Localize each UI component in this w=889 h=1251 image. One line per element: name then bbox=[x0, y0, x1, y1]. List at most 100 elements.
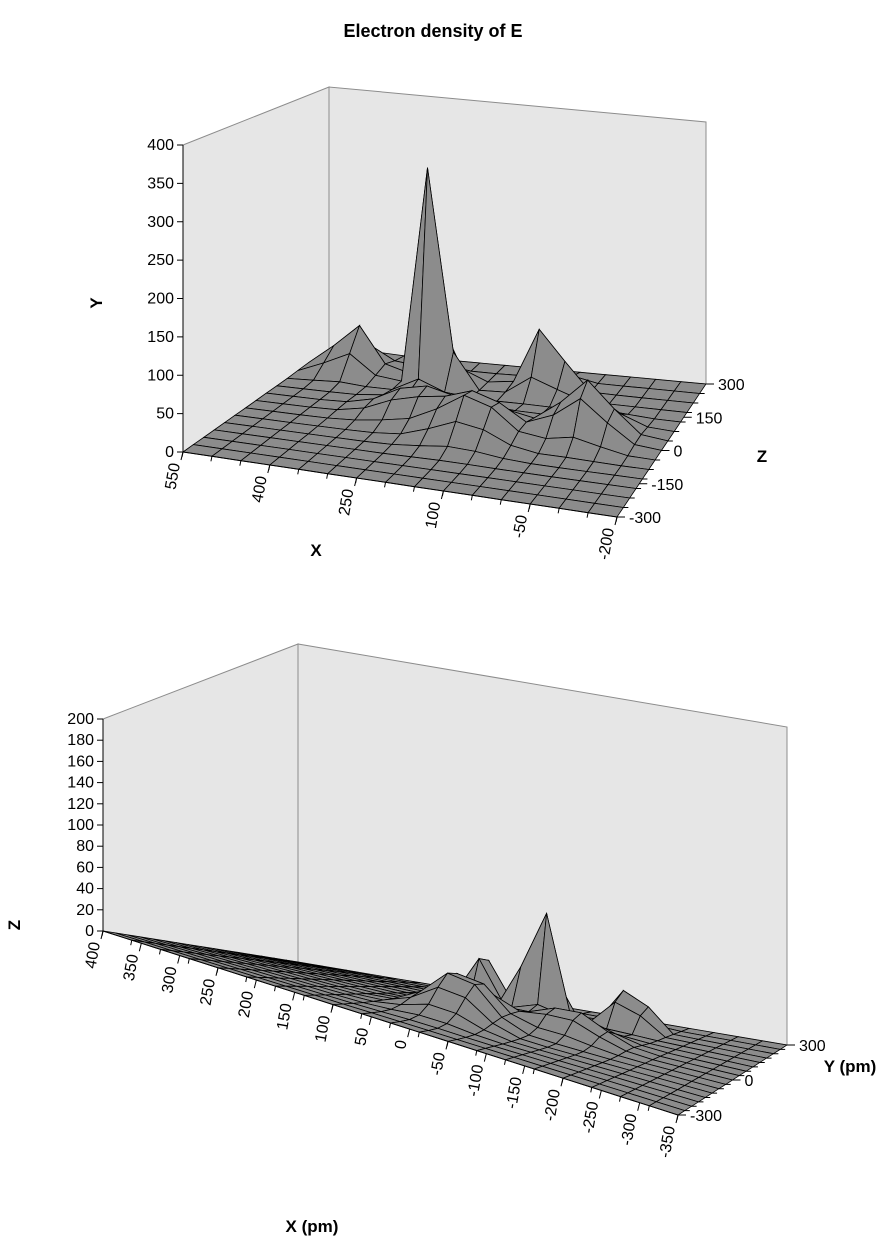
front-minor-tick bbox=[268, 464, 271, 471]
front-minor-tick bbox=[274, 986, 276, 992]
y-tick-label: 100 bbox=[67, 817, 94, 834]
y-tick-label: 180 bbox=[67, 732, 94, 749]
depth-axis-title: Z bbox=[757, 447, 767, 466]
front-tick-label: 250 bbox=[336, 488, 357, 517]
y-tick-label: 200 bbox=[67, 711, 94, 728]
front-tick-label: 50 bbox=[352, 1027, 372, 1048]
chart-top: 0 50 100 150 200 250 300 350 400 Y 550 400 250 100 -50… bbox=[87, 86, 767, 562]
y-tick-label: 140 bbox=[67, 775, 94, 792]
front-tick bbox=[177, 955, 181, 964]
front-tick-label: -50 bbox=[510, 514, 531, 540]
front-minor-tick bbox=[297, 469, 300, 475]
depth-tick-label: 300 bbox=[799, 1038, 826, 1055]
depth-tick-label: 0 bbox=[674, 444, 683, 461]
depth-tick-label: -150 bbox=[651, 477, 683, 494]
chart-bottom: 0 20 40 60 80 100 120 140 160 180 200 Z 400 350 300 250… bbox=[5, 643, 877, 1236]
front-minor-tick bbox=[331, 1004, 334, 1010]
front-minor-tick bbox=[499, 499, 502, 505]
front-tick-label: 100 bbox=[313, 1014, 334, 1043]
front-minor-tick bbox=[528, 503, 531, 510]
depth-tick-label: 150 bbox=[696, 410, 723, 427]
front-tick-label: -50 bbox=[428, 1051, 449, 1077]
front-tick bbox=[138, 943, 142, 952]
front-minor-tick bbox=[326, 473, 329, 479]
chart-title: Electron density of E bbox=[343, 21, 522, 41]
front-tick-label: 100 bbox=[423, 501, 444, 530]
front-minor-tick bbox=[210, 456, 213, 462]
y-tick-label: 0 bbox=[165, 444, 174, 461]
front-tick-label: 200 bbox=[236, 990, 257, 1019]
vertical-axis-title: Y bbox=[87, 297, 106, 309]
y-tick-label: 350 bbox=[147, 175, 174, 192]
y-tick-label: 300 bbox=[147, 214, 174, 231]
front-minor-tick bbox=[676, 1114, 679, 1121]
front-minor-tick bbox=[561, 1078, 564, 1084]
front-tick-label: 150 bbox=[274, 1002, 295, 1031]
y-tick-label: 150 bbox=[147, 329, 174, 346]
depth-tick-label: 0 bbox=[745, 1073, 754, 1090]
front-axis-title: X bbox=[310, 541, 322, 560]
front-axis-title: X (pm) bbox=[286, 1217, 339, 1236]
front-tick-label: -150 bbox=[503, 1076, 525, 1111]
y-tick-label: 40 bbox=[76, 881, 94, 898]
y-tick-label: 250 bbox=[147, 252, 174, 269]
front-tick bbox=[368, 1016, 372, 1025]
y-tick-label: 100 bbox=[147, 367, 174, 384]
front-tick-label: 0 bbox=[392, 1039, 410, 1051]
front-tick bbox=[598, 1090, 602, 1099]
front-tick bbox=[253, 979, 257, 989]
front-minor-tick bbox=[504, 1059, 506, 1065]
front-minor-tick bbox=[615, 516, 618, 523]
front-minor-tick bbox=[187, 958, 190, 964]
y-tick-label: 200 bbox=[147, 291, 174, 308]
front-minor-tick bbox=[441, 490, 444, 497]
depth-axis-title: Y (pm) bbox=[824, 1057, 877, 1076]
front-minor-tick bbox=[446, 1041, 449, 1047]
depth-tick-label: 300 bbox=[718, 377, 745, 394]
front-tick-label: 400 bbox=[249, 475, 270, 504]
y-tick-label: 80 bbox=[76, 838, 94, 855]
front-tick-label: -200 bbox=[596, 527, 618, 562]
front-tick-label: 400 bbox=[83, 941, 104, 970]
front-minor-tick bbox=[101, 930, 104, 937]
depth-tick-label: -300 bbox=[690, 1108, 722, 1125]
front-minor-tick bbox=[532, 1068, 535, 1075]
front-minor-tick bbox=[130, 940, 133, 946]
left-wall bbox=[102, 643, 299, 963]
front-minor-tick bbox=[245, 976, 248, 983]
front-minor-tick bbox=[586, 512, 589, 518]
front-minor-tick bbox=[475, 1050, 478, 1056]
front-tick-label: 350 bbox=[121, 953, 142, 982]
front-minor-tick bbox=[389, 1022, 391, 1029]
front-tick-label: 250 bbox=[198, 977, 219, 1006]
y-tick-label: 50 bbox=[156, 406, 174, 423]
front-tick-label: 300 bbox=[159, 965, 180, 994]
surface-mesh bbox=[181, 167, 707, 518]
y-tick-label: 400 bbox=[147, 137, 174, 154]
front-tick-label: 550 bbox=[163, 462, 184, 491]
front-minor-tick bbox=[181, 451, 184, 458]
front-tick bbox=[522, 1065, 526, 1075]
surface-front-edge bbox=[182, 451, 618, 518]
front-tick bbox=[637, 1102, 641, 1111]
front-minor-tick bbox=[417, 1032, 420, 1038]
front-minor-tick bbox=[470, 495, 473, 501]
front-tick bbox=[292, 992, 296, 1001]
front-minor-tick bbox=[239, 460, 242, 466]
front-minor-tick bbox=[360, 1013, 363, 1019]
front-tick-label: -300 bbox=[618, 1112, 640, 1147]
front-minor-tick bbox=[355, 477, 358, 484]
front-minor-tick bbox=[159, 949, 161, 955]
y-tick-label: 0 bbox=[85, 923, 94, 940]
front-minor-tick bbox=[619, 1096, 621, 1102]
front-tick-label: -200 bbox=[542, 1088, 564, 1123]
y-tick-label: 120 bbox=[67, 796, 94, 813]
front-tick bbox=[407, 1029, 411, 1038]
front-minor-tick bbox=[216, 967, 219, 973]
y-tick-label: 160 bbox=[67, 753, 94, 770]
front-minor-tick bbox=[412, 486, 415, 492]
back-wall bbox=[328, 86, 707, 385]
front-tick-label: -250 bbox=[580, 1100, 602, 1135]
front-minor-tick bbox=[384, 482, 387, 488]
